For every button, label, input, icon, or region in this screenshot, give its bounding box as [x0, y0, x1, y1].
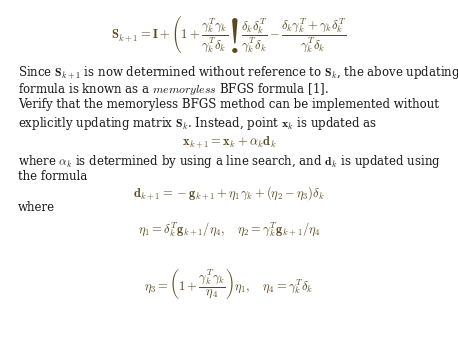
Text: where $\alpha_k$ is determined by using a line search, and $\mathbf{d}_k$ is upd: where $\alpha_k$ is determined by using …	[18, 153, 441, 170]
Text: formula is known as a $\mathit{memoryless}$ BFGS formula [1].: formula is known as a $\mathit{memoryles…	[18, 81, 329, 97]
Text: $\eta_1 = \delta_k^T \mathbf{g}_{k+1}/\eta_4, \quad \eta_2 = \gamma_k^T \mathbf{: $\eta_1 = \delta_k^T \mathbf{g}_{k+1}/\e…	[137, 221, 321, 239]
Text: $\eta_3 = \left(1 + \dfrac{\gamma_k^T \gamma_k}{\eta_4}\right) \eta_1, \quad \et: $\eta_3 = \left(1 + \dfrac{\gamma_k^T \g…	[144, 267, 314, 301]
Text: the formula: the formula	[18, 170, 87, 183]
Text: $\mathbf{d}_{k+1} = -\mathbf{g}_{k+1} + \eta_1 \gamma_k + (\eta_2 - \eta_3)\delt: $\mathbf{d}_{k+1} = -\mathbf{g}_{k+1} + …	[133, 184, 325, 202]
Text: $\mathbf{x}_{k+1} = \mathbf{x}_k + \alpha_k \mathbf{d}_k$: $\mathbf{x}_{k+1} = \mathbf{x}_k + \alph…	[182, 134, 276, 150]
Text: explicitly updating matrix $\mathbf{S}_k$. Instead, point $\mathbf{x}_k$ is upda: explicitly updating matrix $\mathbf{S}_k…	[18, 115, 377, 132]
Text: Since $\mathbf{S}_{k+1}$ is now determined without reference to $\mathbf{S}_k$, : Since $\mathbf{S}_{k+1}$ is now determin…	[18, 64, 458, 81]
Text: $\mathbf{S}_{k+1} = \mathbf{I} + \left(1 + \dfrac{\gamma_k^T \gamma_k}{\gamma_k^: $\mathbf{S}_{k+1} = \mathbf{I} + \left(1…	[111, 13, 347, 55]
Text: Verify that the memoryless BFGS method can be implemented without: Verify that the memoryless BFGS method c…	[18, 98, 439, 111]
Text: where: where	[18, 201, 55, 214]
